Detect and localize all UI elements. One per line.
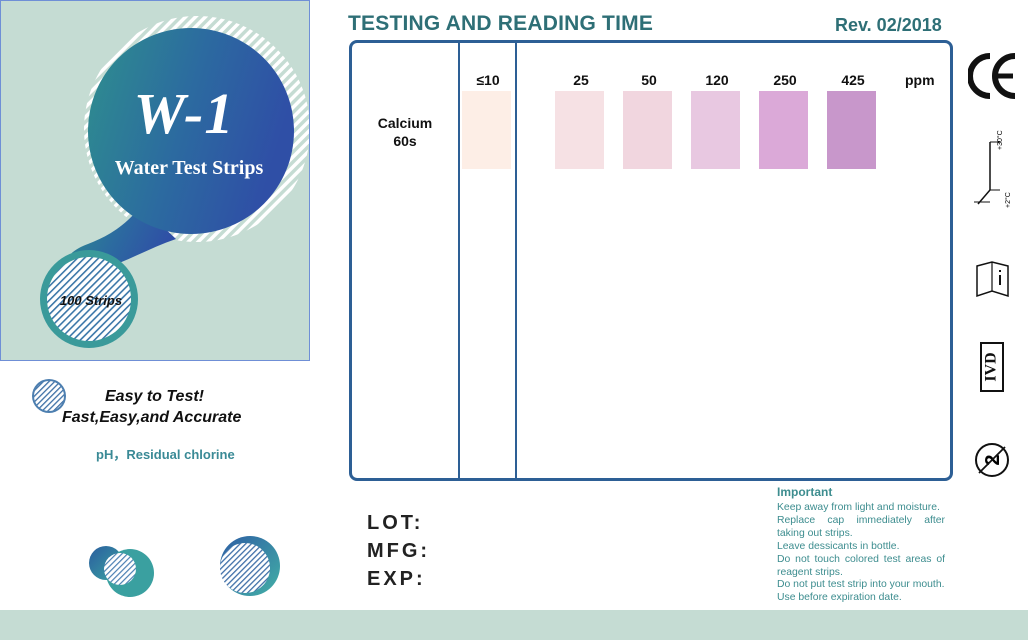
important-note: Do not touch colored test areas of reage… (777, 554, 945, 578)
temperature-limit-icon: +30°C +2°C (974, 130, 1012, 208)
product-subtitle: Water Test Strips (114, 157, 264, 179)
scale-label: 50 (641, 72, 657, 88)
footer-bar (0, 610, 1028, 640)
chart-title: TESTING AND READING TIME (348, 12, 654, 35)
exp-label: EXP: (367, 568, 426, 590)
color-swatch (555, 91, 604, 169)
color-swatch (462, 91, 511, 169)
test-analyte: Calcium (377, 115, 433, 131)
ce-mark-icon (968, 53, 1016, 99)
tagline-primary: Easy to Test! (105, 388, 204, 405)
tagline-secondary: Fast,Easy,and Accurate (62, 409, 242, 426)
product-name: W-1 (133, 81, 235, 146)
test-parameters: pH，Residual chlorine (96, 447, 235, 462)
unit-label: ppm (905, 72, 935, 88)
color-swatch (623, 91, 672, 169)
chart-divider (515, 43, 517, 478)
consult-instructions-icon (976, 261, 1009, 298)
overlapping-bubbles-icon (89, 546, 154, 597)
test-reading-time: 60s (393, 133, 417, 149)
revision-label: Rev. 02/2018 (835, 15, 942, 35)
scale-label: 25 (573, 72, 589, 88)
scale-label: 250 (773, 72, 797, 88)
color-swatch (759, 91, 808, 169)
important-note: Do not put test strip into your mouth. (777, 579, 945, 590)
chart-divider (458, 43, 460, 478)
brand-panel: W-1 Water Test Strips 100 Strips (0, 0, 310, 361)
color-swatch (827, 91, 876, 169)
ivd-label: IVD (983, 352, 1000, 382)
temp-high-label: +30°C (996, 130, 1004, 150)
important-title: Important (777, 485, 833, 499)
brand-drop-graphic (40, 16, 309, 348)
color-chart: Calcium 60s ≤10 25 50 120 250 425 ppm (349, 40, 953, 481)
large-bubble-icon (220, 536, 280, 596)
important-note: Keep away from light and moisture. (777, 502, 940, 513)
important-note: Use before expiration date. (777, 592, 902, 603)
color-swatch (691, 91, 740, 169)
mfg-label: MFG: (367, 540, 431, 562)
ivd-icon: IVD (980, 342, 1004, 392)
important-note: Replace cap immediately after taking out… (777, 515, 945, 539)
scale-label: ≤10 (476, 72, 500, 88)
scale-label: 425 (841, 72, 865, 88)
important-note: Leave dessicants in bottle. (777, 541, 900, 552)
small-bubble-icon (32, 379, 66, 413)
strip-count: 100 Strips (59, 293, 123, 308)
scale-label: 120 (705, 72, 729, 88)
lot-label: LOT: (367, 512, 424, 534)
temp-low-label: +2°C (1004, 192, 1012, 208)
test-name: Calcium 60s (366, 114, 444, 150)
do-not-reuse-icon: 2 (975, 443, 1009, 477)
